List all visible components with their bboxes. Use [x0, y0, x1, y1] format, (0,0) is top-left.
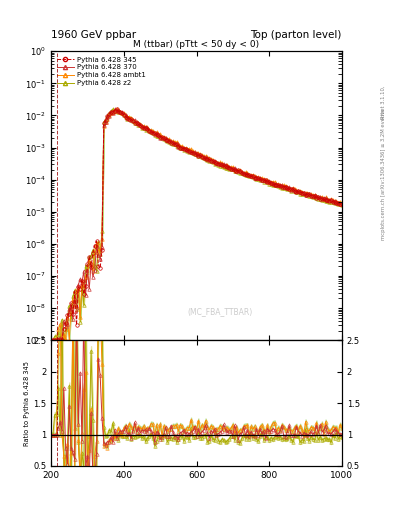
Text: mcplots.cern.ch [arXiv:1306.3436]: mcplots.cern.ch [arXiv:1306.3436] [381, 149, 386, 240]
Text: Top (parton level): Top (parton level) [250, 30, 342, 40]
Text: (MC_FBA_TTBAR): (MC_FBA_TTBAR) [187, 307, 252, 316]
Y-axis label: Ratio to Pythia 6.428 345: Ratio to Pythia 6.428 345 [24, 360, 30, 445]
Text: Rivet 3.1.10,: Rivet 3.1.10, [381, 86, 386, 119]
Title: M (ttbar) (pTtt < 50 dy < 0): M (ttbar) (pTtt < 50 dy < 0) [134, 40, 259, 49]
Legend: Pythia 6.428 345, Pythia 6.428 370, Pythia 6.428 ambt1, Pythia 6.428 z2: Pythia 6.428 345, Pythia 6.428 370, Pyth… [55, 55, 149, 88]
Text: 1960 GeV ppbar: 1960 GeV ppbar [51, 30, 136, 40]
Text: ≥ 3.2M events: ≥ 3.2M events [381, 109, 386, 147]
